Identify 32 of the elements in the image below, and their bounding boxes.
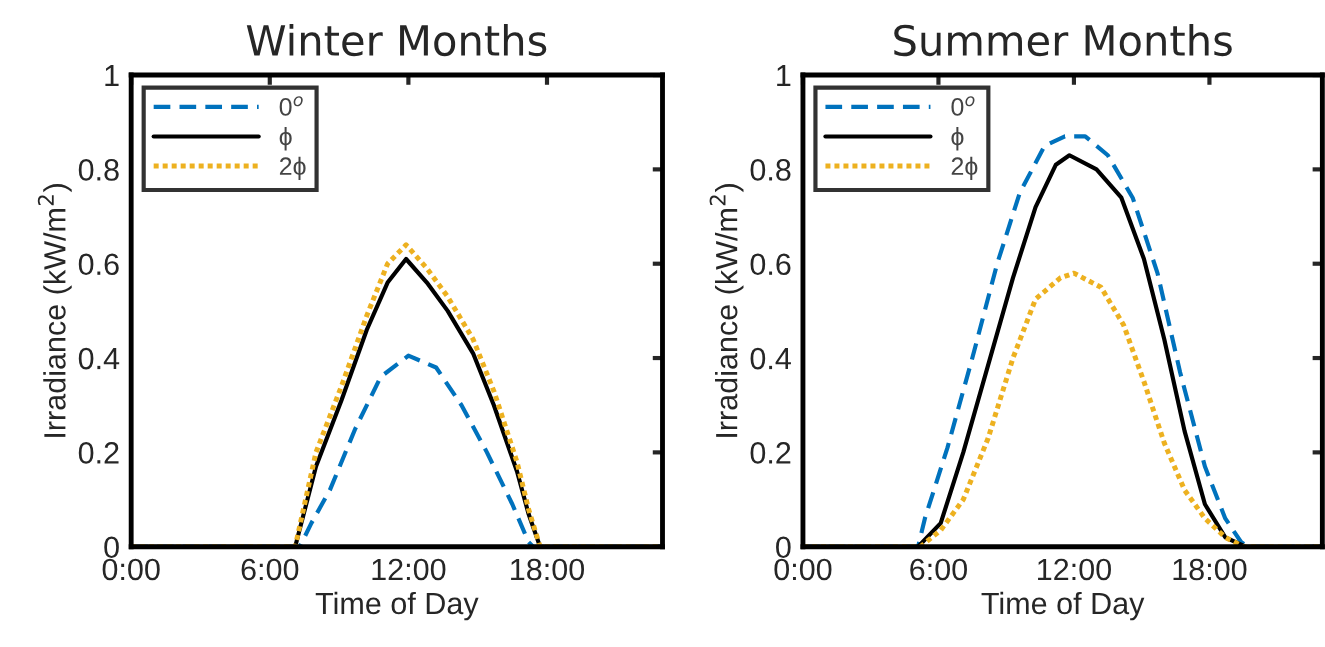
x-axis-title: Time of Day: [315, 591, 479, 621]
legend-label: 2ϕ: [279, 156, 306, 180]
chart-title: Summer Months: [894, 23, 1232, 57]
x-tick-label: 12:00: [372, 558, 446, 581]
legend-label: 0$^{o}$: [279, 96, 303, 116]
y-tick-label: 0.6: [750, 253, 791, 276]
y-tick-label: 0.6: [78, 253, 119, 276]
legend-label: 2ϕ: [951, 156, 978, 180]
y-tick-label: 0.8: [750, 159, 791, 181]
x-tick-label: 12:00: [1038, 558, 1111, 581]
x-tick-label: 6:00: [241, 558, 299, 581]
legend-label: ϕ: [279, 127, 292, 151]
y-axis-title: Irradiance (kW/m$^{2}$): [37, 184, 72, 437]
x-tick-label: 0:00: [774, 558, 832, 581]
y-tick-label: 0.4: [750, 347, 791, 370]
y-tick-label: 0.8: [78, 159, 119, 181]
y-tick-label: 0: [776, 536, 791, 559]
y-tick-label: 0.2: [78, 442, 119, 464]
x-tick-label: 18:00: [511, 558, 585, 581]
y-tick-label: 0: [104, 536, 119, 559]
chart-title: Winter Months: [246, 23, 547, 57]
y-tick-label: 1: [777, 65, 791, 87]
y-tick-label: 0.4: [78, 347, 120, 370]
legend-label: 0$^{o}$: [951, 96, 975, 116]
y-tick-label: 0.2: [750, 442, 791, 464]
x-tick-label: 0:00: [102, 558, 160, 581]
x-axis-title: Time of Day: [981, 591, 1145, 621]
legend-label: ϕ: [951, 127, 964, 151]
y-axis-title: Irradiance (kW/m$^{2}$): [709, 184, 744, 437]
x-tick-label: 6:00: [910, 558, 967, 581]
y-tick-label: 1: [105, 65, 119, 87]
x-tick-label: 18:00: [1173, 558, 1247, 581]
